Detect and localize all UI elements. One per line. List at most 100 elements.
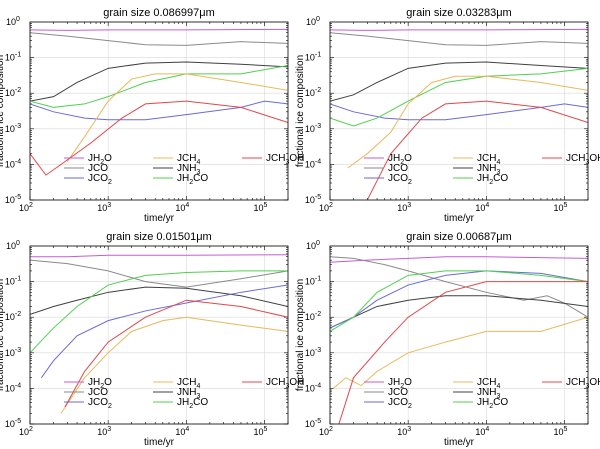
ticks [329, 22, 589, 201]
legend-label-jco: JCO [388, 387, 408, 398]
legend-label-jco: JCO [388, 163, 408, 174]
x-tick-label: 104 [475, 202, 489, 213]
plot-frame [29, 245, 289, 425]
y-tick-label: 10-2 [5, 87, 21, 98]
y-tick-label: 100 [6, 240, 20, 251]
series-line-jh2co [30, 270, 288, 354]
series-line-jco2 [330, 270, 588, 329]
legend-label-jco2: JCO2 [88, 397, 112, 410]
legend-label-jco: JCO [88, 387, 108, 398]
legend-label-jh2o: JH2O [388, 377, 412, 390]
y-tick-label: 10-1 [5, 276, 21, 287]
legend-label-jch3oh: JCH3OH [266, 153, 304, 166]
series-line-jco [330, 32, 588, 46]
series-group [30, 28, 288, 176]
chart-title: grain size 0.01501μm [106, 231, 211, 243]
y-tick-label: 10-2 [305, 87, 321, 98]
y-tick-label: 10-2 [305, 311, 321, 322]
x-axis-label: time/yr [444, 213, 475, 224]
y-tick-label: 10-4 [305, 158, 321, 169]
legend-label-jch4: JCH4 [477, 153, 500, 166]
series-group [30, 254, 288, 414]
series-line-jch4 [347, 75, 588, 169]
y-tick-label: 10-5 [305, 418, 321, 429]
y-tick-label: 100 [306, 240, 320, 251]
x-tick-label: 105 [554, 202, 568, 213]
y-tick-label: 10-4 [5, 382, 21, 393]
legend-label-jco2: JCO2 [388, 173, 412, 186]
y-tick-label: 10-3 [5, 347, 21, 358]
x-tick-label: 102 [319, 426, 333, 437]
series-line-jnh3 [330, 295, 588, 329]
x-tick-label: 105 [254, 426, 268, 437]
grid [29, 21, 288, 201]
x-axis-label: time/yr [144, 437, 175, 448]
legend-label-jch3oh: JCH3OH [266, 377, 304, 390]
chart-title: grain size 0.00687μm [406, 231, 511, 243]
legend-label-jco2: JCO2 [88, 173, 112, 186]
y-tick-label: 10-3 [305, 347, 321, 358]
series-line-jnh3 [330, 61, 588, 102]
legend-label-jh2o: JH2O [88, 377, 112, 390]
series-line-jco [30, 32, 288, 46]
x-tick-label: 102 [319, 202, 333, 213]
y-tick-label: 100 [306, 16, 320, 27]
legend-label-jh2o: JH2O [388, 153, 412, 166]
grid [329, 21, 588, 201]
legend: JH2O JCH4 JCH3OH JCO JNH3 JCO2 JH2CO [364, 153, 600, 186]
legend-label-jh2co: JH2CO [177, 397, 208, 410]
x-tick-label: 104 [175, 202, 189, 213]
legend: JH2O JCH4 JCH3OH JCO JNH3 JCO2 JH2CO [364, 377, 600, 410]
chart-title: grain size 0.086997μm [103, 7, 215, 19]
y-axis-label: fractional ice composition [0, 55, 6, 167]
series-line-jh2o [330, 28, 588, 31]
series-line-jh2o [330, 256, 588, 263]
x-tick-label: 105 [254, 202, 268, 213]
legend-label-jnh3: JNH3 [177, 163, 200, 176]
legend-label-jh2co: JH2CO [477, 397, 508, 410]
plot-frame [329, 245, 589, 425]
legend-label-jnh3: JNH3 [177, 387, 200, 400]
x-tick-label: 102 [19, 202, 33, 213]
legend-label-jh2co: JH2CO [477, 173, 508, 186]
series-line-jh2o [30, 28, 288, 31]
legend-label-jh2o: JH2O [88, 153, 112, 166]
series-group [330, 28, 588, 200]
legend-label-jch4: JCH4 [477, 377, 500, 390]
y-tick-label: 10-2 [5, 311, 21, 322]
series-line-jh2o [30, 254, 288, 258]
y-tick-label: 10-1 [305, 52, 321, 63]
series-line-jh2co [330, 67, 588, 127]
legend-label-jco2: JCO2 [388, 397, 412, 410]
series-line-jco [330, 256, 588, 318]
x-axis-label: time/yr [144, 213, 175, 224]
y-tick-label: 10-5 [5, 194, 21, 205]
series-line-jco [30, 259, 288, 288]
x-tick-label: 103 [397, 202, 411, 213]
series-group [330, 256, 588, 424]
x-tick-label: 103 [397, 426, 411, 437]
legend-label-jh2co: JH2CO [177, 173, 208, 186]
legend-label-jco: JCO [88, 163, 108, 174]
series-line-jch4 [60, 316, 288, 414]
legend-label-jch3oh: JCH3OH [566, 153, 600, 166]
x-tick-label: 104 [475, 426, 489, 437]
y-tick-label: 10-1 [305, 276, 321, 287]
legend-label-jch4: JCH4 [177, 153, 200, 166]
legend-label-jnh3: JNH3 [477, 387, 500, 400]
x-axis-label: time/yr [444, 437, 475, 448]
legend: JH2O JCH4 JCH3OH JCO JNH3 JCO2 JH2CO [64, 153, 304, 186]
series-line-jh2co [330, 270, 588, 332]
series-line-jh2co [30, 65, 288, 108]
legend-label-jnh3: JNH3 [477, 163, 500, 176]
series-line-jch3oh [366, 100, 588, 200]
series-line-jch3oh [64, 299, 288, 408]
x-tick-label: 103 [97, 202, 111, 213]
legend-label-jch3oh: JCH3OH [566, 377, 600, 390]
series-line-jco2 [30, 100, 288, 121]
grid [29, 245, 288, 425]
y-tick-label: 10-1 [5, 52, 21, 63]
